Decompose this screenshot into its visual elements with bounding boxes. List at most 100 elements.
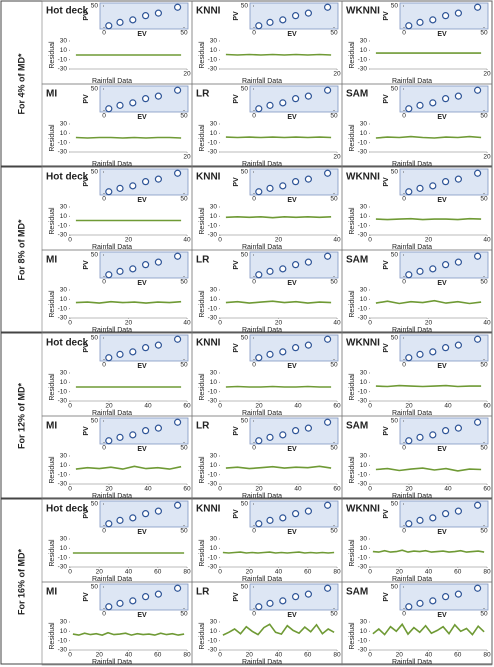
inset-y-label: PV xyxy=(383,177,390,187)
inset-point xyxy=(416,433,424,441)
inset-y-label: PV xyxy=(83,177,90,187)
x-tick-label: 20 xyxy=(255,486,263,493)
inset-x-label: EV xyxy=(137,280,147,287)
x-tick-label: 20 xyxy=(96,652,104,659)
inset-point xyxy=(174,584,182,592)
panel-title: Hot deck xyxy=(46,338,89,349)
inset-point xyxy=(441,95,450,103)
y-tick-label: 10 xyxy=(60,379,68,386)
y-tick-label: 10 xyxy=(60,296,68,303)
inset-point xyxy=(129,431,137,439)
inset-x-tick-label: 0 xyxy=(402,279,406,286)
inset-x-tick-label: 0 xyxy=(102,362,106,369)
inset-y-tick-label: 50 xyxy=(391,501,399,508)
inset-x-tick-label: 50 xyxy=(180,362,188,369)
y-tick-label: -30 xyxy=(358,647,368,654)
y-tick-label: 10 xyxy=(360,130,368,137)
inset-y-label: PV xyxy=(383,426,390,436)
inset-x-tick-label: 50 xyxy=(180,279,188,286)
y-tick-label: -30 xyxy=(358,315,368,322)
y-tick-label: -30 xyxy=(58,315,68,322)
inset-point xyxy=(304,175,313,183)
x-axis-label: Rainfall Data xyxy=(92,659,132,666)
y-tick-label: -30 xyxy=(58,481,68,488)
inset-y-tick-label: 50 xyxy=(241,335,249,342)
inset-x-tick-label: 0 xyxy=(252,196,256,203)
y-tick-label: 10 xyxy=(210,213,218,220)
x-tick-label: 20 xyxy=(246,569,254,576)
inset-point xyxy=(279,431,287,439)
inset-point xyxy=(441,12,450,20)
inset-point xyxy=(141,510,150,518)
inset-y-tick-label: 50 xyxy=(91,335,99,342)
panel-title: LR xyxy=(196,255,210,266)
inset-x-tick-label: 0 xyxy=(252,445,256,452)
inset-x-tick-label: 0 xyxy=(102,113,106,120)
x-axis-label: Rainfall Data xyxy=(392,493,432,500)
x-axis-label: Rainfall Data xyxy=(92,244,132,251)
inset-point xyxy=(116,101,124,109)
panel-title: Hot deck xyxy=(46,172,89,183)
inset-point xyxy=(405,271,413,279)
y-tick-label: 10 xyxy=(360,379,368,386)
x-tick-label: 60 xyxy=(333,486,341,493)
x-tick-label: 20 xyxy=(405,403,413,410)
inset-point xyxy=(474,584,482,592)
y-tick-label: -10 xyxy=(58,222,68,229)
y-tick-label: -10 xyxy=(208,139,218,146)
inset-x-tick-label: 50 xyxy=(480,528,488,535)
inset-point xyxy=(266,184,274,192)
y-tick-label: -30 xyxy=(208,398,218,405)
y-axis-label: Residual xyxy=(349,622,356,650)
x-tick-label: 60 xyxy=(454,569,462,576)
residual-line xyxy=(375,135,482,139)
inset-point xyxy=(405,603,413,611)
inset-point xyxy=(266,18,274,26)
x-tick-label: 40 xyxy=(275,652,283,659)
inset-y-tick-label: 50 xyxy=(241,169,249,176)
y-axis-label: Residual xyxy=(199,207,206,235)
inset-point xyxy=(105,603,113,611)
x-tick-label: 40 xyxy=(294,486,302,493)
inset-y-tick-label: 50 xyxy=(241,86,249,93)
y-tick-label: 30 xyxy=(360,453,368,460)
inset-y-label: PV xyxy=(383,11,390,21)
y-axis-label: Residual xyxy=(49,456,56,484)
inset-x-label: EV xyxy=(287,446,297,453)
inset-x-tick-label: 0 xyxy=(252,30,256,37)
inset-x-tick-label: 50 xyxy=(330,528,338,535)
x-tick-label: 0 xyxy=(68,486,72,493)
inset-point xyxy=(441,427,450,435)
inset-point xyxy=(105,105,113,113)
panel: Hot deck 30 10 -10 -30 20 Residual Rainfall Dat… xyxy=(41,0,193,85)
x-tick-label: 60 xyxy=(304,652,312,659)
y-axis-label: Residual xyxy=(349,290,356,318)
x-tick-label: 40 xyxy=(444,403,452,410)
inset-y-tick-label: 50 xyxy=(391,335,399,342)
inset-y-tick-label: 50 xyxy=(391,86,399,93)
inset-point xyxy=(174,169,182,177)
inset-point xyxy=(429,16,437,24)
y-tick-label: -10 xyxy=(58,637,68,644)
residual-line xyxy=(225,53,332,56)
x-axis-label: Rainfall Data xyxy=(242,244,282,251)
inset-y-label: PV xyxy=(83,260,90,270)
inset-point xyxy=(279,348,287,356)
y-tick-label: -10 xyxy=(58,139,68,146)
x-axis-label: Rainfall Data xyxy=(242,576,282,583)
x-tick-label: 20 xyxy=(333,154,341,161)
y-tick-label: 30 xyxy=(210,536,218,543)
y-tick-label: 10 xyxy=(360,296,368,303)
y-tick-label: 10 xyxy=(60,130,68,137)
inset-point xyxy=(441,261,450,269)
row-label: For 12% of MD* xyxy=(16,383,26,450)
y-tick-label: -10 xyxy=(208,388,218,395)
panel-title: KNNI xyxy=(196,504,221,515)
x-tick-label: 60 xyxy=(183,403,191,410)
panel-title: Hot deck xyxy=(46,504,89,515)
